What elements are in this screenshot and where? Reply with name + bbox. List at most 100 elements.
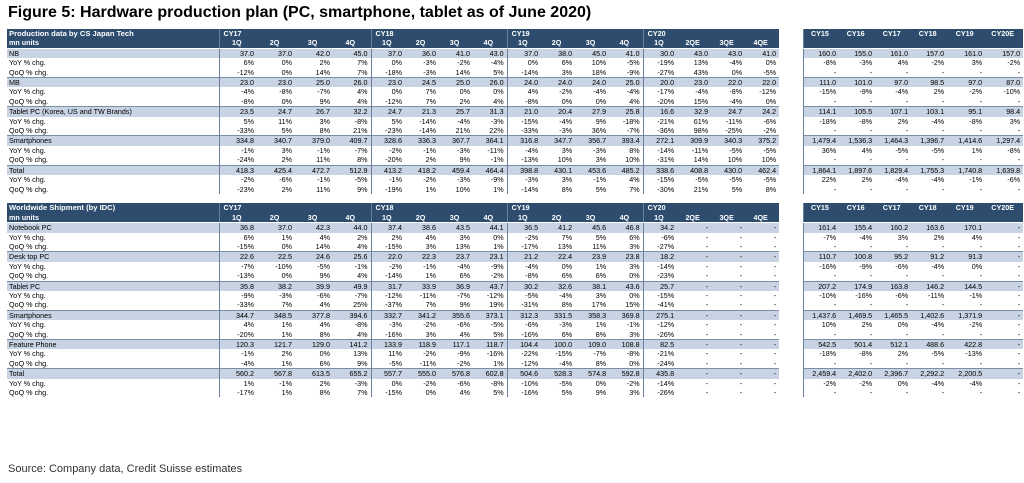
quarter-value: 4% <box>218 320 257 330</box>
quarter-value: -3% <box>405 67 440 78</box>
annual-header: CY18 <box>911 29 948 39</box>
quarter-value: -6% <box>642 232 678 242</box>
quarter-value: 5% <box>257 126 295 136</box>
quarter-value: -1% <box>609 320 644 330</box>
quarter-value: 0% <box>439 87 474 97</box>
annual-value: -18% <box>802 116 840 127</box>
quarter-value: 462.4 <box>745 164 780 176</box>
quarter-header: 1Q <box>370 38 406 49</box>
quarter-value: 26.0 <box>333 77 372 88</box>
quarter-value: 43.0 <box>473 47 508 59</box>
table-row: Tablet PC 35.8 38.2 39.9 49.9 31.7 33.9 36.9 43.… <box>7 280 1024 291</box>
quarter-value: 316.8 <box>506 135 542 146</box>
quarter-header: 3Q <box>575 38 610 49</box>
quarter-value: -8% <box>333 320 372 330</box>
annual-value: 422.8 <box>947 338 986 350</box>
quarter-value: -23% <box>370 126 406 136</box>
quarter-header: 3Q <box>295 212 333 224</box>
quarter-value: -15% <box>642 175 678 185</box>
annual-value: -8% <box>947 116 986 127</box>
quarter-value: 4% <box>295 300 333 311</box>
quarter-value: 23.5 <box>218 106 257 117</box>
quarter-value: 46.8 <box>609 222 644 233</box>
quarter-value: 22% <box>473 126 508 136</box>
column-gap <box>779 349 804 359</box>
quarter-value: 3% <box>541 175 576 185</box>
annual-subheader <box>802 38 840 49</box>
quarter-value: -30% <box>642 184 678 194</box>
annual-value: 4% <box>839 145 876 156</box>
quarter-value: -33% <box>218 300 257 311</box>
quarter-value: 24.0 <box>575 77 610 88</box>
row-label: YoY % chg. <box>7 290 219 301</box>
quarter-value: 8% <box>541 184 576 194</box>
quarter-value: 9% <box>295 96 333 107</box>
quarter-value: -36% <box>642 126 678 136</box>
section-header-row: Worldwide Shipment (by IDC) CY17 CY18 CY19 C… <box>7 203 1024 213</box>
quarter-value: -21% <box>642 349 678 359</box>
column-gap <box>779 300 804 311</box>
annual-value: - <box>839 300 876 311</box>
quarter-value: -2% <box>370 261 406 272</box>
row-label: QoQ % chg. <box>7 184 219 194</box>
quarter-value: -3% <box>506 175 542 185</box>
row-label: Feature Phone <box>7 338 219 350</box>
annual-value: 1,829.4 <box>875 164 912 176</box>
annual-value: 103.1 <box>911 106 948 117</box>
quarter-header: 1Q <box>642 38 678 49</box>
annual-value: - <box>985 280 1024 291</box>
row-label: QoQ % chg. <box>7 388 219 398</box>
annual-value: -10% <box>985 87 1024 97</box>
quarter-value: -7% <box>609 126 644 136</box>
quarter-value: 2% <box>257 155 295 166</box>
quarter-value: 24.0 <box>506 77 542 88</box>
annual-value: - <box>911 67 948 78</box>
quarter-value: 10% <box>745 155 780 166</box>
quarter-value: 379.0 <box>295 135 333 146</box>
quarter-value: -10% <box>257 261 295 272</box>
quarter-value: 0% <box>575 378 610 389</box>
quarter-value: 43.5 <box>439 222 474 233</box>
quarter-value: 22.4 <box>541 251 576 262</box>
quarter-value: -1% <box>473 155 508 166</box>
year-header: CY19 <box>506 203 644 213</box>
quarter-value: 38.6 <box>405 222 440 233</box>
quarter-value: 1% <box>473 358 508 369</box>
quarter-value: - <box>677 329 712 340</box>
table-row: Total 418.3 425.4 472.7 512.9 413.2 418.2 459.4… <box>7 164 1024 176</box>
quarter-value: 5% <box>575 232 610 242</box>
quarter-value: 20.0 <box>642 77 678 88</box>
annual-header: CY15 <box>802 203 840 213</box>
annual-value: 170.1 <box>947 222 986 233</box>
quarter-value: 8% <box>333 155 372 166</box>
quarter-value: 118.7 <box>473 338 508 350</box>
quarter-value: 10% <box>609 155 644 166</box>
annual-value: - <box>875 96 912 107</box>
annual-value: -4% <box>911 175 948 185</box>
annual-value: - <box>802 155 840 166</box>
quarter-value: 11% <box>295 155 333 166</box>
quarter-value: 9% <box>439 155 474 166</box>
quarter-value: 2% <box>257 184 295 194</box>
quarter-value: 133.9 <box>370 338 406 350</box>
quarter-value: 574.8 <box>575 368 610 379</box>
quarter-value: -24% <box>642 358 678 369</box>
annual-value: - <box>911 155 948 166</box>
quarter-value: 0% <box>370 58 406 68</box>
quarter-value: - <box>677 349 712 359</box>
annual-value: - <box>985 378 1024 389</box>
annual-value: 4% <box>947 232 986 242</box>
quarter-value: 1% <box>257 388 295 398</box>
annual-value: - <box>985 261 1024 272</box>
quarter-value: - <box>745 378 780 389</box>
annual-value: 98.4 <box>985 106 1024 117</box>
annual-value: - <box>839 358 876 369</box>
annual-value: - <box>985 368 1024 379</box>
annual-value: -2% <box>947 320 986 330</box>
quarter-value: 485.2 <box>609 164 644 176</box>
annual-value: - <box>839 67 876 78</box>
quarter-value: 375.2 <box>745 135 780 146</box>
annual-subheader <box>985 212 1024 224</box>
row-label: YoY % chg. <box>7 349 219 359</box>
quarter-value: -5% <box>745 175 780 185</box>
